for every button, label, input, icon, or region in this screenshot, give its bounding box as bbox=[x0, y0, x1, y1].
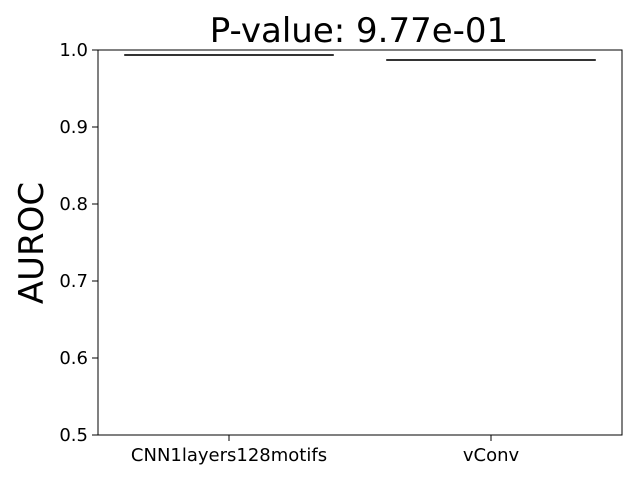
y-axis-label: AUROC bbox=[12, 182, 52, 304]
y-tick-label: 0.5 bbox=[59, 425, 88, 446]
y-axis-ticks: 0.5 0.6 0.7 0.8 0.9 1.0 bbox=[59, 40, 98, 446]
axes bbox=[97, 49, 623, 436]
y-tick-label: 0.7 bbox=[59, 271, 88, 292]
y-tick-label: 0.8 bbox=[59, 194, 88, 215]
x-tick-label: vConv bbox=[463, 445, 520, 466]
x-tick-label: CNN1layers128motifs bbox=[131, 445, 327, 466]
plot-frame bbox=[97, 49, 623, 436]
chart-title: P-value: 9.77e-01 bbox=[210, 11, 508, 51]
x-axis-ticks: CNN1layers128motifs vConv bbox=[131, 435, 520, 466]
y-tick-label: 0.6 bbox=[59, 348, 88, 369]
y-tick-label: 0.9 bbox=[59, 117, 88, 138]
plot-area bbox=[124, 54, 596, 62]
y-tick-label: 1.0 bbox=[59, 40, 88, 61]
